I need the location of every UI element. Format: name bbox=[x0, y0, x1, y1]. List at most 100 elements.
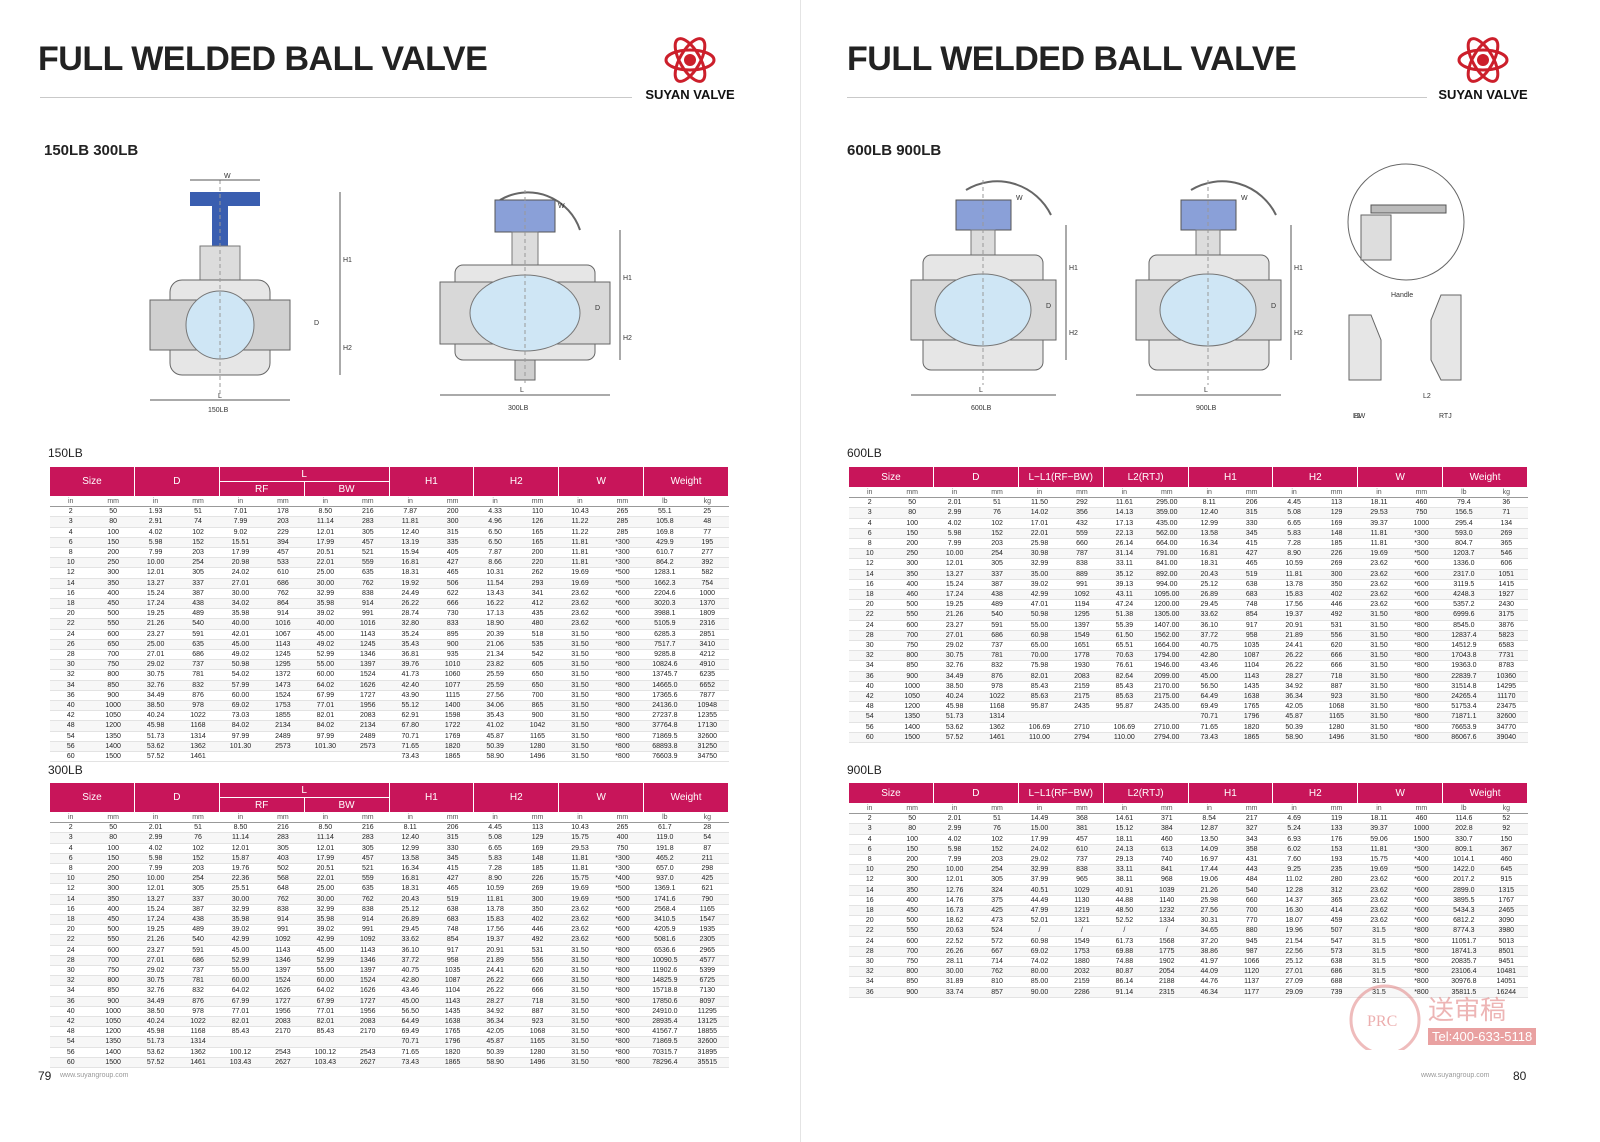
table-cell: 31.50 bbox=[558, 751, 602, 763]
table-cell: 216 bbox=[261, 822, 305, 834]
table-cell: 900 bbox=[91, 996, 135, 1007]
table-cell: 683 bbox=[1230, 589, 1273, 601]
unit-cell: in bbox=[134, 496, 177, 508]
table-cell: 34 bbox=[848, 660, 891, 672]
table-cell: 638 bbox=[1315, 956, 1358, 968]
table-cell: 1280 bbox=[1315, 722, 1358, 733]
table-cell: 686 bbox=[1315, 966, 1358, 978]
table-cell: 27.01 bbox=[219, 578, 262, 589]
table-cell: 169 bbox=[1315, 518, 1358, 529]
table-cell: 2017.2 bbox=[1442, 874, 1486, 886]
table-cell: 1305.00 bbox=[1145, 609, 1188, 621]
col-header: D bbox=[133, 466, 220, 497]
table-cell: 40.51 bbox=[1018, 885, 1061, 896]
valve-drawing-600lb: W H1 H2 D L 600LB bbox=[910, 180, 1078, 412]
table-cell: *800 bbox=[601, 1016, 644, 1028]
table-row: 40 1000 38.50 978 77.01 1956 77.01 1956 56.50 143… bbox=[49, 1006, 729, 1018]
table-cell: 70.71 bbox=[389, 731, 432, 742]
table-cell: 40.24 bbox=[933, 691, 976, 703]
table-cell: 2083 bbox=[1060, 671, 1104, 682]
table-cell: 11.81 bbox=[558, 853, 602, 865]
table-cell: 838 bbox=[1060, 558, 1104, 570]
table-cell: 4 bbox=[848, 834, 891, 845]
table-row: 8 200 7.99 203 29.02 737 29.13 740 16.97 431 7.60 1… bbox=[848, 854, 1528, 866]
table-cell: 85.43 bbox=[1103, 681, 1146, 693]
table-cell: 17.99 bbox=[304, 853, 347, 865]
table-cell: 12 bbox=[848, 874, 891, 886]
table-cell: 51.73 bbox=[134, 1036, 177, 1048]
table-cell: 52.99 bbox=[304, 955, 347, 967]
table-cell: 8 bbox=[49, 547, 92, 559]
table-cell: 686 bbox=[975, 630, 1019, 642]
table-cell: 21.26 bbox=[134, 934, 177, 946]
table-cell: 17.24 bbox=[134, 598, 177, 610]
table-cell: 850 bbox=[91, 680, 135, 691]
table-row: 56 1400 53.62 1362 106.69 2710 106.69 2710.00 71… bbox=[848, 722, 1528, 733]
table-cell: 892.00 bbox=[1145, 569, 1188, 580]
table-cell: 87 bbox=[686, 843, 729, 854]
table-cell: 64.02 bbox=[304, 985, 347, 997]
table-cell: 202.8 bbox=[1442, 823, 1486, 835]
table-cell: 102 bbox=[176, 527, 220, 538]
table-cell: 34 bbox=[848, 976, 891, 988]
table-row: 36 900 34.49 876 82.01 2083 82.64 2099.00 45.00 1… bbox=[848, 671, 1528, 682]
table-cell: 838 bbox=[346, 588, 389, 600]
units-row: in mm in mm in mm in mm in mm in mm in mm lb kg bbox=[49, 812, 729, 824]
table-cell: 1168 bbox=[176, 720, 220, 732]
table-cell: 13.27 bbox=[134, 894, 177, 905]
table-cell: 4 bbox=[848, 518, 891, 529]
table-cell: 400 bbox=[890, 579, 934, 591]
table-cell: 650 bbox=[91, 639, 135, 651]
table-cell: 1664.00 bbox=[1145, 640, 1188, 652]
table-cell: 38.50 bbox=[134, 1006, 177, 1018]
table-cell: 18 bbox=[848, 589, 891, 601]
table-cell: 8.50 bbox=[304, 822, 347, 834]
table-cell: 4.33 bbox=[473, 506, 517, 518]
table-cell: 34 bbox=[49, 985, 92, 997]
table-cell: 667 bbox=[975, 946, 1019, 958]
table-cell: 70.63 bbox=[1103, 650, 1146, 662]
table-row: 2 50 1.93 51 7.01 178 8.50 216 7.87 200 4.33 110 10.… bbox=[49, 506, 729, 518]
table-cell: 86.14 bbox=[1103, 976, 1146, 988]
table-cell: 32 bbox=[49, 975, 92, 987]
table-cell: *500 bbox=[601, 883, 644, 895]
table-row: 4 100 4.02 102 17.99 457 18.11 460 13.50 343 6.93 1… bbox=[848, 834, 1528, 845]
table-cell: 25.00 bbox=[134, 639, 177, 651]
unit-cell: in bbox=[49, 496, 92, 508]
table-cell: 277 bbox=[686, 547, 729, 559]
table-cell: *500 bbox=[601, 578, 644, 589]
table-cell: 4910 bbox=[686, 659, 729, 671]
table-cell: 30 bbox=[848, 640, 891, 652]
table-cell: 465.2 bbox=[643, 853, 687, 865]
table-cell: 542 bbox=[516, 649, 559, 661]
table-cell: *800 bbox=[1400, 630, 1443, 642]
table-cell: 16 bbox=[49, 904, 92, 916]
table-cell: 5013 bbox=[1485, 936, 1528, 947]
table-cell: 42.05 bbox=[1272, 701, 1316, 713]
table-cell: 7130 bbox=[686, 985, 729, 997]
table-cell: 11.81 bbox=[473, 894, 517, 905]
table-label-300lb: 300LB bbox=[48, 763, 83, 777]
table-cell: 25.00 bbox=[304, 567, 347, 579]
table-cell: *800 bbox=[601, 955, 644, 967]
unit-cell: in bbox=[49, 812, 92, 824]
table-cell: 415 bbox=[431, 863, 474, 875]
col-subheader: RF bbox=[218, 797, 305, 813]
table-cell: 16.22 bbox=[473, 598, 517, 610]
unit-cell: in bbox=[848, 803, 891, 815]
unit-cell: in bbox=[558, 496, 602, 508]
table-cell: 27.01 bbox=[134, 955, 177, 967]
table-cell: 191.8 bbox=[643, 843, 687, 854]
table-cell: 8545.0 bbox=[1442, 620, 1486, 631]
col-subheader: BW bbox=[303, 797, 390, 813]
footer-url: www.suyangroup.com bbox=[60, 1072, 129, 1079]
table-cell: 102 bbox=[975, 518, 1019, 529]
table-cell: 1820 bbox=[431, 1047, 474, 1058]
table-cell: 460 bbox=[1400, 813, 1443, 825]
table-cell bbox=[261, 751, 305, 763]
table-cell: 50.98 bbox=[1018, 609, 1061, 621]
table-cell: 24265.4 bbox=[1442, 691, 1486, 703]
watermark-tel: Tel:400-633-5118 bbox=[1428, 1028, 1537, 1045]
page-number: 79 bbox=[38, 1069, 52, 1083]
table-cell: 200 bbox=[890, 854, 934, 866]
